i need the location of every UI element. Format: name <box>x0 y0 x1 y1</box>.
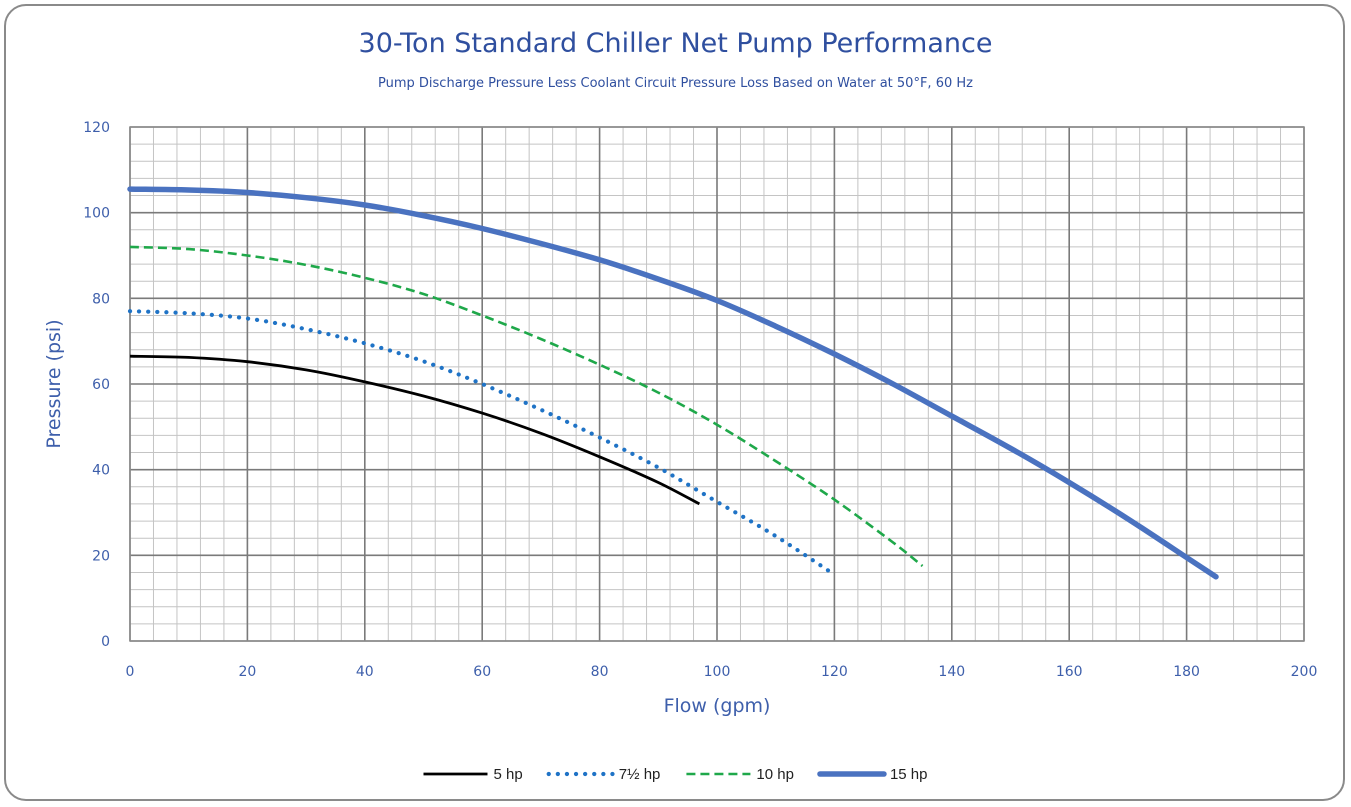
y-tick-label: 80 <box>92 291 110 307</box>
chart-title: 30-Ton Standard Chiller Net Pump Perform… <box>358 28 993 59</box>
plot-border <box>129 126 1305 642</box>
legend: 5 hp 7½ hp 10 hp 15 hp <box>423 766 928 783</box>
y-tick-labels: 0 20 40 60 80 100 120 <box>83 120 110 650</box>
x-tick-label: 40 <box>356 664 374 680</box>
y-tick-label: 100 <box>83 206 110 222</box>
x-tick-label: 0 <box>126 664 135 680</box>
x-tick-label: 80 <box>591 664 609 680</box>
series-line-7-hp <box>127 309 837 577</box>
x-tick-label: 160 <box>1056 664 1083 680</box>
legend-label-7-hp: 7½ hp <box>619 766 661 783</box>
x-axis-title: Flow (gpm) <box>664 695 771 717</box>
series-layer <box>127 186 1219 580</box>
legend-label-5-hp: 5 hp <box>493 766 522 783</box>
legend-label-15-hp: 15 hp <box>890 766 928 783</box>
legend-label-10-hp: 10 hp <box>756 766 794 783</box>
chart-subtitle: Pump Discharge Pressure Less Coolant Cir… <box>378 76 973 91</box>
y-axis-title: Pressure (psi) <box>43 319 65 448</box>
series-line-10-hp <box>129 245 924 568</box>
x-tick-label: 100 <box>704 664 731 680</box>
y-tick-label: 60 <box>92 377 110 393</box>
x-tick-label: 20 <box>238 664 256 680</box>
y-tick-label: 20 <box>92 548 110 564</box>
x-tick-label: 180 <box>1173 664 1200 680</box>
x-tick-label: 200 <box>1291 664 1318 680</box>
x-tick-label: 140 <box>938 664 965 680</box>
x-tick-labels: 0 20 40 60 80 100 120 140 160 180 200 <box>126 664 1318 680</box>
series-line-5-hp <box>129 354 701 506</box>
y-tick-label: 120 <box>83 120 110 136</box>
x-tick-label: 120 <box>821 664 848 680</box>
y-tick-label: 40 <box>92 463 110 479</box>
x-tick-label: 60 <box>473 664 491 680</box>
y-tick-label: 0 <box>101 634 110 650</box>
series-line-15-hp <box>127 186 1219 580</box>
